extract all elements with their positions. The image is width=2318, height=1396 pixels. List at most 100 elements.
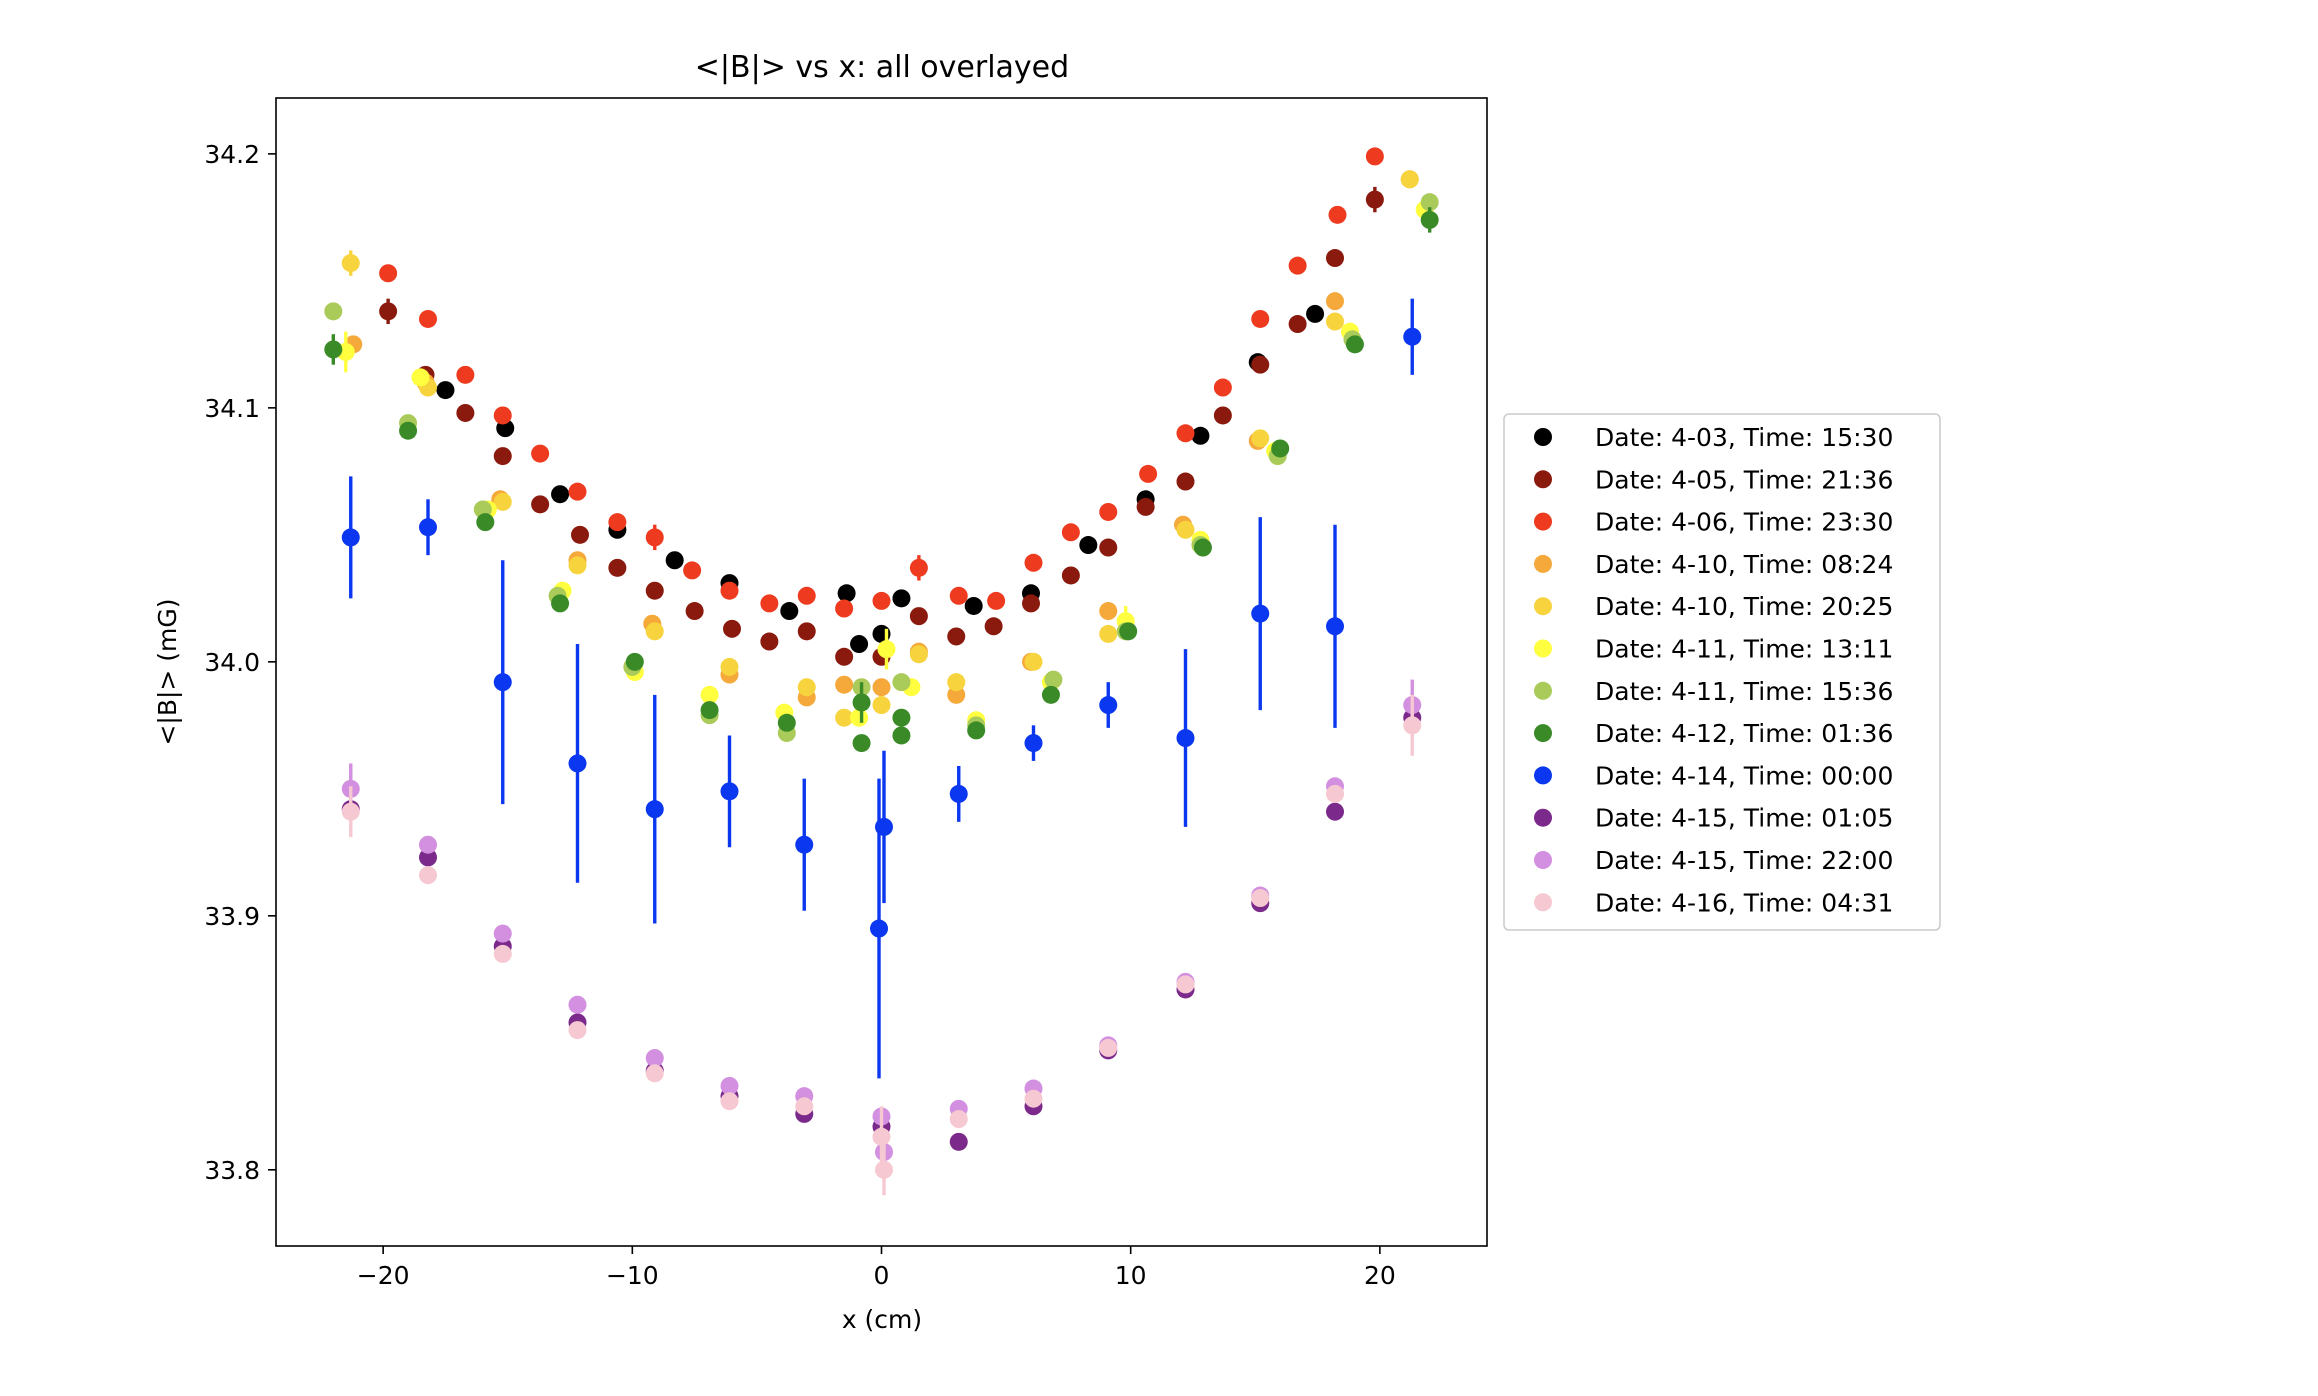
data-point xyxy=(1191,426,1210,445)
data-point xyxy=(949,1110,968,1129)
y-tick-label: 33.8 xyxy=(204,1156,260,1185)
data-point xyxy=(1022,594,1041,613)
legend-box xyxy=(1503,413,1941,931)
data-point xyxy=(1326,784,1345,803)
data-point xyxy=(1061,523,1080,542)
data-point xyxy=(1176,520,1195,539)
data-point xyxy=(1365,190,1384,209)
data-point xyxy=(493,447,512,466)
data-point xyxy=(456,365,475,384)
data-point xyxy=(1099,602,1118,621)
legend-marker xyxy=(1534,639,1552,658)
data-point xyxy=(872,591,891,610)
data-point xyxy=(1136,497,1155,516)
data-point xyxy=(700,701,719,720)
data-point xyxy=(568,754,587,773)
chart-title: <|B|> vs x: all overlayed xyxy=(695,50,1069,85)
data-point xyxy=(1403,327,1422,346)
data-point xyxy=(551,594,570,613)
data-point xyxy=(949,784,968,803)
data-point xyxy=(964,596,983,615)
data-point xyxy=(683,561,702,580)
data-point xyxy=(1271,439,1290,458)
data-point xyxy=(870,919,889,938)
data-point xyxy=(324,340,343,359)
data-point xyxy=(700,685,719,704)
legend-label: Date: 4-11, Time: 13:11 xyxy=(1595,635,1893,664)
data-point xyxy=(1099,502,1118,521)
data-point xyxy=(852,734,871,753)
legend-label: Date: 4-03, Time: 15:30 xyxy=(1595,423,1893,452)
data-point xyxy=(1400,170,1419,189)
data-point xyxy=(568,995,587,1014)
data-point xyxy=(1326,292,1345,311)
data-point xyxy=(568,482,587,501)
data-point xyxy=(795,835,814,854)
legend-marker xyxy=(1534,428,1552,446)
data-point xyxy=(1176,975,1195,994)
legend-marker xyxy=(1534,470,1552,489)
data-point xyxy=(1345,335,1364,354)
data-point xyxy=(1213,378,1232,397)
data-point xyxy=(720,1092,739,1111)
data-point xyxy=(493,406,512,425)
legend-label: Date: 4-16, Time: 04:31 xyxy=(1595,888,1893,917)
x-tick-label: 0 xyxy=(874,1261,890,1290)
y-axis-label: <|B|> (mG) xyxy=(153,598,182,745)
data-point xyxy=(852,693,871,712)
x-axis-ticks: −20 −10 0 10 20 xyxy=(357,1246,1396,1290)
data-point xyxy=(1044,670,1063,689)
data-point xyxy=(947,627,966,646)
data-point xyxy=(493,492,512,511)
data-point xyxy=(967,721,986,740)
data-point xyxy=(1099,538,1118,557)
data-point xyxy=(418,866,437,885)
data-point xyxy=(1024,652,1043,671)
data-point xyxy=(720,657,739,676)
legend-marker xyxy=(1534,893,1552,912)
data-point xyxy=(608,558,627,577)
data-point xyxy=(877,640,896,659)
series-12 xyxy=(341,694,1422,1196)
data-point xyxy=(645,528,664,547)
plot-area xyxy=(276,98,1487,1246)
data-point xyxy=(1326,312,1345,331)
data-point xyxy=(1213,406,1232,425)
data-point xyxy=(1288,256,1307,275)
data-point xyxy=(872,696,891,715)
data-point xyxy=(685,602,704,621)
data-point xyxy=(379,264,398,283)
data-point xyxy=(1176,472,1195,491)
data-point xyxy=(892,589,911,608)
data-point xyxy=(850,708,869,727)
data-point xyxy=(1326,617,1345,636)
legend-label: Date: 4-15, Time: 01:05 xyxy=(1595,804,1893,833)
data-point xyxy=(493,944,512,963)
data-point xyxy=(1251,355,1270,374)
data-point xyxy=(1119,622,1138,641)
y-axis-ticks: 33.8 33.9 34.0 34.1 34.2 xyxy=(204,140,276,1185)
x-axis-label: x (cm) xyxy=(842,1305,922,1334)
data-point xyxy=(645,622,664,641)
data-point xyxy=(1251,889,1270,908)
legend-label: Date: 4-10, Time: 08:24 xyxy=(1595,550,1893,579)
data-point xyxy=(1099,696,1118,715)
data-point xyxy=(949,586,968,605)
data-point xyxy=(341,528,360,547)
data-point xyxy=(645,800,664,819)
legend-label: Date: 4-12, Time: 01:36 xyxy=(1595,719,1893,748)
data-point xyxy=(797,678,816,697)
data-point xyxy=(645,1049,664,1068)
data-point xyxy=(947,685,966,704)
legend-marker xyxy=(1534,554,1552,573)
data-point xyxy=(872,1127,891,1146)
data-point xyxy=(418,518,437,537)
data-point xyxy=(1326,249,1345,268)
data-point xyxy=(1139,464,1158,483)
legend: Date: 4-03, Time: 15:30 Date: 4-05, Time:… xyxy=(1503,413,1941,931)
data-point xyxy=(1024,734,1043,753)
data-point xyxy=(850,635,869,654)
y-tick-label: 34.1 xyxy=(204,394,260,423)
data-point xyxy=(551,485,570,504)
